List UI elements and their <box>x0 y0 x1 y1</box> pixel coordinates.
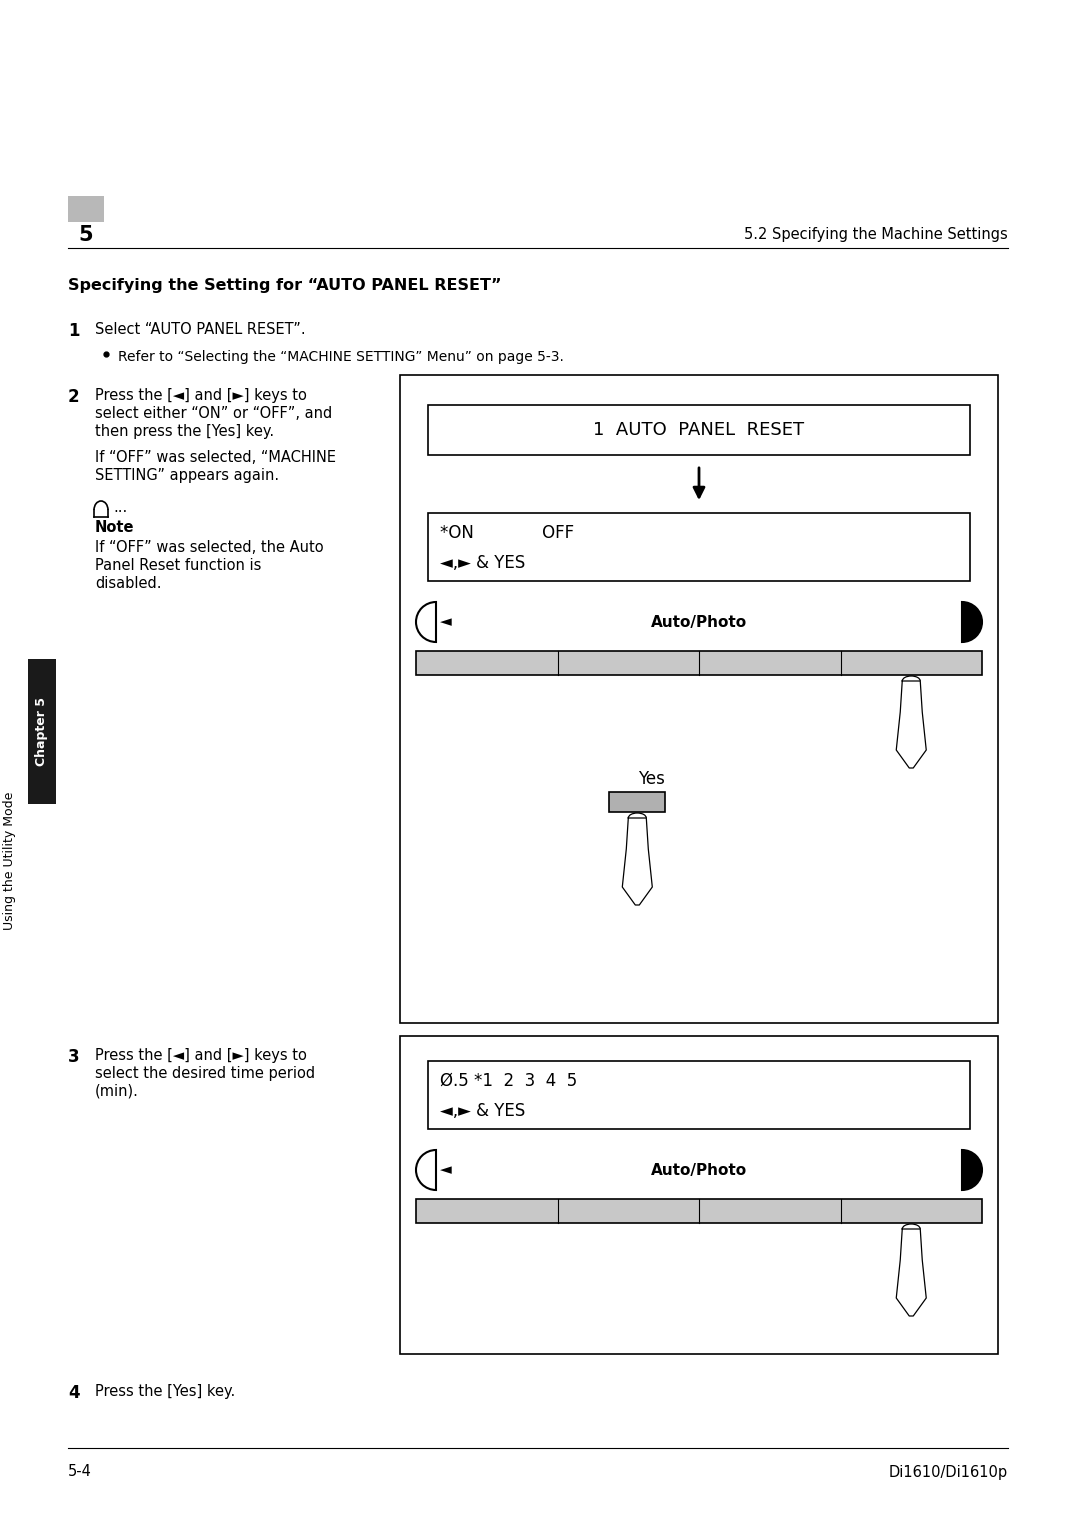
Text: 5-4: 5-4 <box>68 1464 92 1479</box>
Text: Note: Note <box>95 520 135 535</box>
Text: disabled.: disabled. <box>95 576 162 591</box>
Bar <box>68 196 104 222</box>
Bar <box>400 1036 998 1354</box>
Wedge shape <box>962 1151 982 1190</box>
Wedge shape <box>962 602 982 642</box>
Bar <box>416 1199 982 1222</box>
Bar <box>428 513 970 581</box>
Text: Refer to “Selecting the “MACHINE SETTING” Menu” on page 5-3.: Refer to “Selecting the “MACHINE SETTING… <box>118 350 564 364</box>
Bar <box>416 651 982 675</box>
Text: select either “ON” or “OFF”, and: select either “ON” or “OFF”, and <box>95 406 333 422</box>
Bar <box>28 659 56 804</box>
Text: Panel Reset function is: Panel Reset function is <box>95 558 261 573</box>
Text: Press the [◄] and [►] keys to: Press the [◄] and [►] keys to <box>95 388 307 403</box>
Text: Using the Utility Mode: Using the Utility Mode <box>3 792 16 931</box>
Polygon shape <box>896 1229 927 1316</box>
Text: Press the [Yes] key.: Press the [Yes] key. <box>95 1384 235 1400</box>
Text: ►: ► <box>946 1163 958 1178</box>
Text: Auto/Photo: Auto/Photo <box>651 614 747 630</box>
Polygon shape <box>622 817 652 905</box>
Bar <box>400 374 998 1024</box>
Bar <box>609 792 665 811</box>
Text: Yes: Yes <box>637 770 664 788</box>
Text: ►: ► <box>946 614 958 630</box>
Text: 5.2 Specifying the Machine Settings: 5.2 Specifying the Machine Settings <box>744 226 1008 241</box>
Text: Ø.5 *1  2  3  4  5: Ø.5 *1 2 3 4 5 <box>440 1073 577 1089</box>
Polygon shape <box>896 681 927 769</box>
Text: 1  AUTO  PANEL  RESET: 1 AUTO PANEL RESET <box>593 422 805 439</box>
Text: Di1610/Di1610p: Di1610/Di1610p <box>889 1464 1008 1479</box>
Text: ◄,► & YES: ◄,► & YES <box>440 555 525 571</box>
Text: If “OFF” was selected, “MACHINE: If “OFF” was selected, “MACHINE <box>95 451 336 465</box>
Wedge shape <box>416 1151 436 1190</box>
Text: Specifying the Setting for “AUTO PANEL RESET”: Specifying the Setting for “AUTO PANEL R… <box>68 278 501 293</box>
Text: ...: ... <box>113 500 127 515</box>
Text: SETTING” appears again.: SETTING” appears again. <box>95 468 279 483</box>
Wedge shape <box>416 602 436 642</box>
Text: 4: 4 <box>68 1384 80 1403</box>
Text: select the desired time period: select the desired time period <box>95 1067 315 1080</box>
Text: 2: 2 <box>68 388 80 406</box>
Text: 1: 1 <box>68 322 80 341</box>
Text: If “OFF” was selected, the Auto: If “OFF” was selected, the Auto <box>95 539 324 555</box>
Text: (min).: (min). <box>95 1083 139 1099</box>
Text: Chapter 5: Chapter 5 <box>36 697 49 766</box>
Text: ◄: ◄ <box>440 1163 451 1178</box>
Text: then press the [Yes] key.: then press the [Yes] key. <box>95 423 274 439</box>
Text: Select “AUTO PANEL RESET”.: Select “AUTO PANEL RESET”. <box>95 322 306 338</box>
Text: 3: 3 <box>68 1048 80 1067</box>
Text: ◄: ◄ <box>440 614 451 630</box>
Text: Press the [◄] and [►] keys to: Press the [◄] and [►] keys to <box>95 1048 307 1063</box>
Text: Auto/Photo: Auto/Photo <box>651 1163 747 1178</box>
Text: ◄,► & YES: ◄,► & YES <box>440 1102 525 1120</box>
Text: 5: 5 <box>79 225 93 244</box>
Text: *ON             OFF: *ON OFF <box>440 524 575 542</box>
Bar <box>428 405 970 455</box>
Bar <box>428 1060 970 1129</box>
